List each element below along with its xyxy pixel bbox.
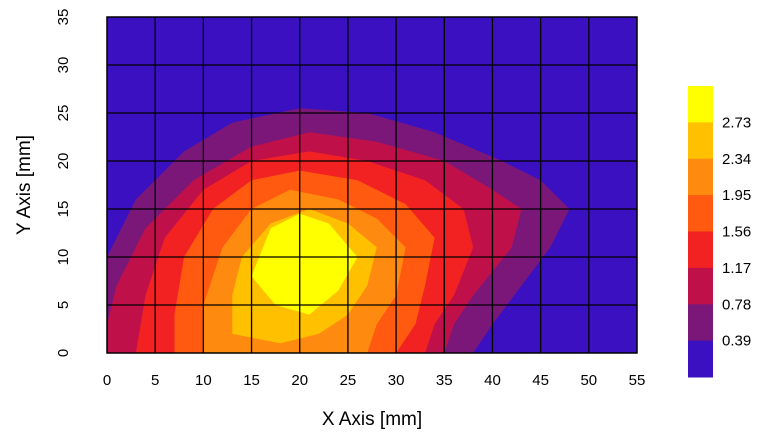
x-tick-label: 50 <box>580 372 597 389</box>
plot-area <box>106 16 638 354</box>
y-tick-label: 25 <box>55 105 72 122</box>
x-tick-label: 40 <box>484 372 501 389</box>
colorbar-label: 0.78 <box>722 296 751 313</box>
colorbar-label: 2.73 <box>722 114 751 131</box>
y-tick-label: 5 <box>55 301 72 309</box>
x-tick-label: 45 <box>532 372 549 389</box>
plot-frame <box>106 16 638 354</box>
contour-region-7 <box>251 213 358 315</box>
colorbar-band <box>688 158 713 196</box>
colorbar-label: 1.56 <box>722 224 751 241</box>
x-tick-label: 20 <box>291 372 308 389</box>
x-tick-label: 5 <box>151 372 159 389</box>
colorbar-label: 1.17 <box>722 260 751 277</box>
colorbar-label: 1.95 <box>722 187 751 204</box>
y-axis-title: Y Axis [mm] <box>14 135 35 235</box>
colorbar-band <box>688 86 713 123</box>
y-tick-label: 10 <box>55 249 72 266</box>
y-tick-label: 15 <box>55 201 72 218</box>
colorbar-band <box>688 122 713 160</box>
colorbar-band <box>688 267 713 305</box>
x-tick-label: 25 <box>340 372 357 389</box>
colorbar-band <box>688 195 713 232</box>
contour-regions <box>107 108 570 353</box>
y-tick-label: 20 <box>55 153 72 170</box>
y-tick-label: 0 <box>55 349 72 357</box>
x-tick-label: 0 <box>103 372 111 389</box>
x-axis-ticks: 0 5 10 15 20 25 30 35 40 45 50 55 <box>103 372 646 389</box>
y-tick-label: 30 <box>55 57 72 74</box>
colorbar-band <box>688 231 713 269</box>
x-tick-label: 30 <box>388 372 405 389</box>
colorbar-label: 2.34 <box>722 151 751 168</box>
x-axis-title: X Axis [mm] <box>322 409 422 430</box>
colorbar-band <box>688 304 713 342</box>
y-tick-label: 35 <box>55 9 72 26</box>
colorbar-label: 0.39 <box>722 333 751 350</box>
grid-lines <box>107 17 637 353</box>
x-tick-label: 55 <box>629 372 646 389</box>
colorbar-band <box>688 340 713 378</box>
x-tick-label: 10 <box>195 372 212 389</box>
x-tick-label: 15 <box>243 372 260 389</box>
x-tick-label: 35 <box>436 372 453 389</box>
colorbar: 0.39 0.78 1.17 1.56 1.95 2.34 2.73 <box>688 86 751 378</box>
y-axis-ticks: 0 5 10 15 20 25 30 35 <box>55 9 72 358</box>
